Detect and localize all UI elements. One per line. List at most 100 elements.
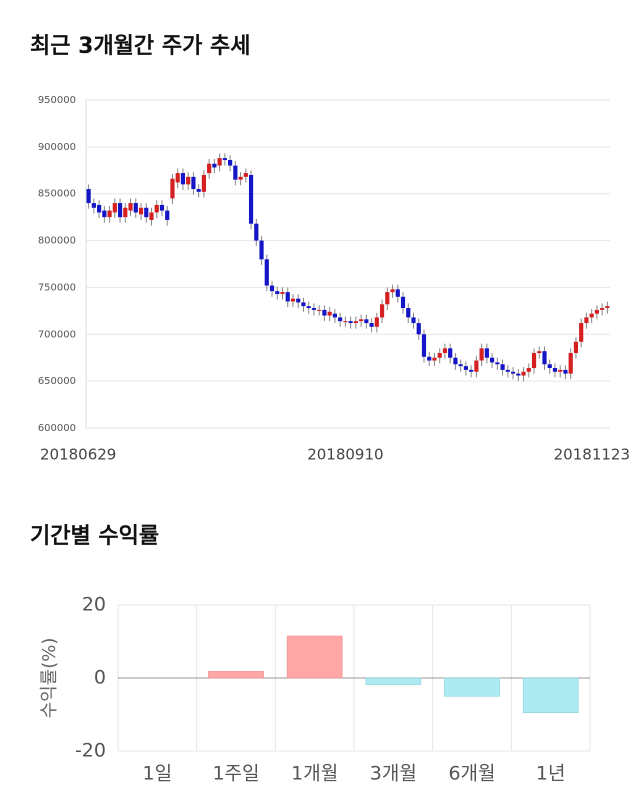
candle-body [552, 368, 558, 372]
candle-body [463, 366, 468, 370]
candle-body [379, 304, 385, 318]
candle-body [437, 353, 442, 358]
candle-body [238, 176, 243, 180]
y-tick-label: 650000 [38, 376, 76, 387]
bar [365, 677, 422, 685]
candle-body [343, 321, 348, 323]
candle-body [133, 203, 138, 213]
candle-body [448, 348, 453, 358]
y-tick-label: 600000 [38, 423, 76, 434]
candle-body [432, 357, 437, 361]
bar [286, 635, 343, 679]
candle-body [128, 203, 133, 211]
candle-body [573, 341, 579, 354]
candle-body [332, 313, 337, 318]
candle-body [149, 212, 154, 220]
candle-body [348, 321, 353, 324]
candle-body [86, 189, 91, 204]
candle-body [296, 298, 301, 303]
candle-body [97, 204, 102, 213]
candle-body [233, 165, 238, 180]
candle-body [217, 158, 222, 166]
candle-body [285, 292, 290, 302]
candle-body [353, 321, 358, 324]
candle-body [364, 319, 369, 324]
candle-body [311, 308, 317, 310]
candle-body [290, 298, 296, 302]
y-tick-label: 800000 [38, 236, 76, 247]
candle-body [390, 289, 395, 293]
candle-body [505, 369, 510, 372]
candle-body [484, 348, 489, 358]
bar [444, 677, 500, 697]
candle-body [165, 210, 170, 220]
candle-body [558, 369, 563, 372]
y-tick-label: 0 [94, 667, 106, 689]
y-tick-label: 950000 [38, 95, 76, 106]
candle-body [605, 306, 610, 309]
y-tick-label: 750000 [38, 282, 76, 293]
candle-body [469, 369, 474, 372]
bar [208, 671, 264, 679]
candle-body [385, 292, 390, 305]
candle-body [589, 313, 594, 318]
candle-body [563, 369, 568, 374]
candle-body [275, 291, 280, 294]
candle-body [374, 317, 379, 327]
candle-body [327, 311, 332, 316]
x-tick-label: 1개월 [291, 763, 338, 785]
candle-body [207, 163, 212, 174]
candle-body [280, 292, 285, 294]
y-tick-label: 850000 [38, 189, 76, 200]
x-tick-label: 3개월 [370, 763, 417, 785]
candle-body [453, 357, 458, 365]
y-tick-label: 20 [82, 594, 106, 616]
candle-body [537, 351, 542, 354]
candle-body [264, 259, 269, 286]
y-tick-label: -20 [75, 740, 106, 762]
candle-body [594, 309, 599, 314]
candle-body [191, 176, 196, 190]
y-tick-label: 700000 [38, 329, 76, 340]
candle-body [458, 364, 463, 367]
candle-body [212, 163, 217, 168]
candle-body [579, 323, 584, 342]
candle-body [222, 158, 227, 160]
candle-body [400, 296, 406, 309]
candle-body [416, 323, 421, 335]
candle-body [500, 364, 505, 370]
candle-body [359, 319, 364, 322]
candle-body [138, 207, 144, 215]
candle-body [521, 371, 526, 376]
candle-body [201, 174, 206, 192]
candle-body [117, 203, 123, 218]
candle-body [259, 240, 264, 260]
candle-body [112, 203, 117, 213]
candle-body [301, 302, 306, 307]
x-tick-label: 20180629 [40, 446, 116, 464]
x-tick-label: 1년 [536, 763, 566, 785]
candle-body [510, 371, 516, 374]
candle-body [186, 176, 191, 185]
candle-body [526, 368, 531, 372]
chart-title: 최근 3개월간 주가 추세 [30, 34, 250, 59]
x-tick-label: 1주일 [212, 763, 259, 785]
candle-body [154, 204, 159, 213]
candle-body [91, 203, 96, 208]
candle-body [495, 362, 500, 365]
candle-body [254, 223, 259, 241]
candle-body [568, 353, 573, 374]
candle-body [516, 373, 521, 376]
candle-body [406, 308, 411, 318]
chart-title: 기간별 수익률 [30, 524, 159, 549]
candle-body [170, 178, 175, 199]
candle-body [228, 159, 233, 166]
candle-body [338, 317, 343, 322]
candle-body [317, 309, 322, 311]
x-tick-label: 20181123 [554, 446, 630, 464]
candle-body [600, 308, 605, 310]
candle-body [269, 285, 275, 292]
x-tick-label: 20180910 [307, 446, 383, 464]
x-tick-label: 1일 [143, 763, 173, 785]
candle-body [180, 173, 186, 185]
